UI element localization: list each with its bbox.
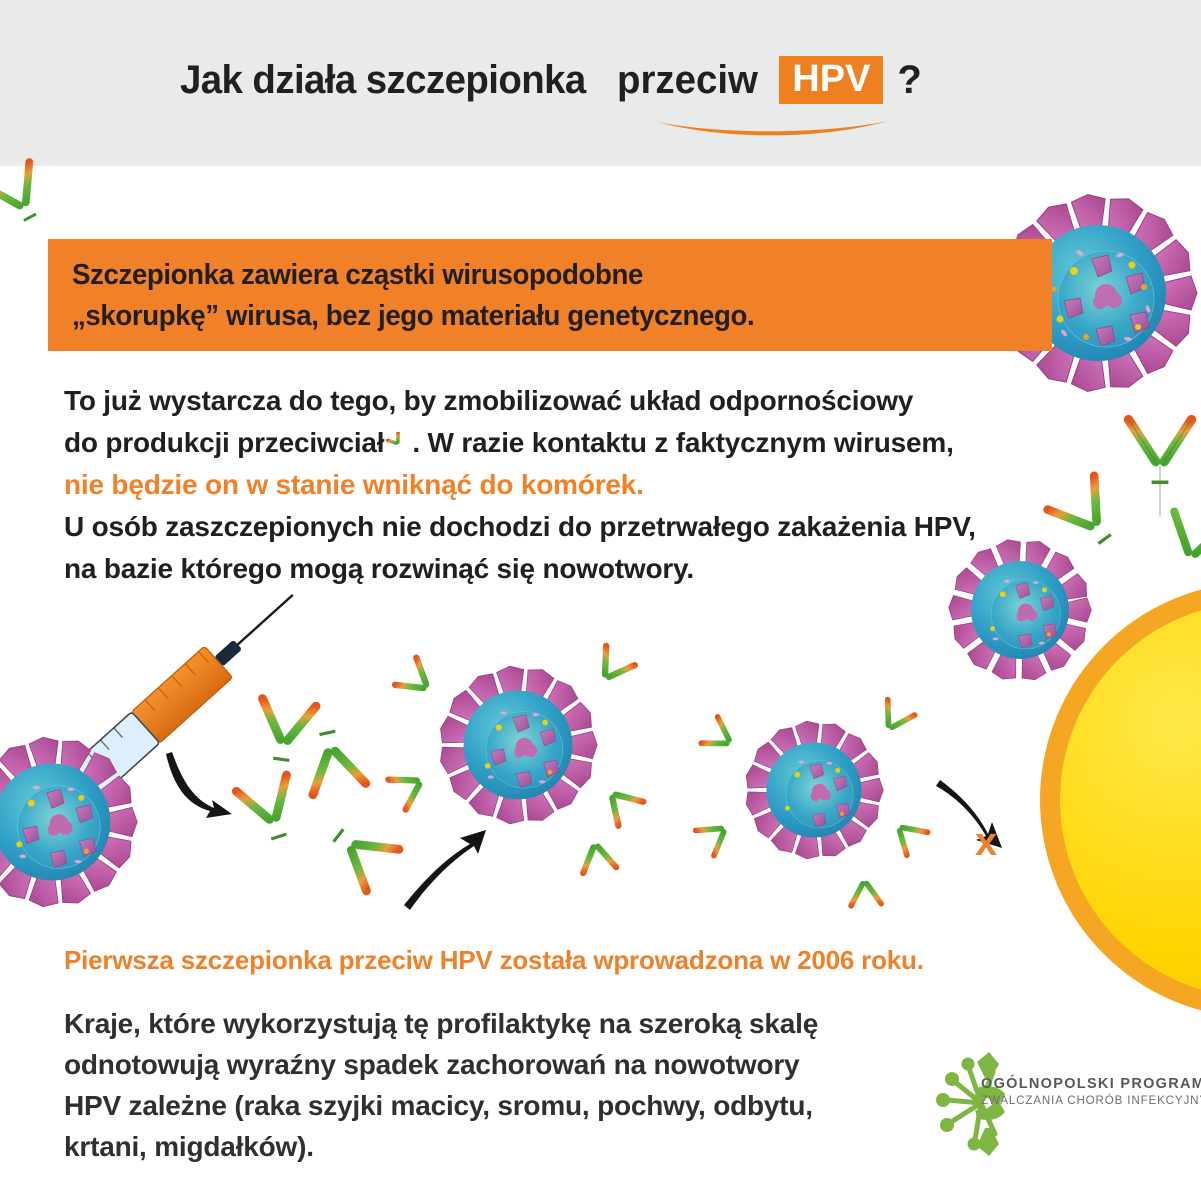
body-line-2-part-b: . W razie kontaktu z faktycznym wirusem, xyxy=(412,427,954,458)
body-line-1: To już wystarcza do tego, by zmobilizowa… xyxy=(64,385,914,416)
body-line-3-highlight: nie będzie on w stanie wniknąć do komóre… xyxy=(64,469,644,500)
bottom-highlight-text: Pierwsza szczepionka przeciw HPV została… xyxy=(64,945,924,975)
bound-antibodies xyxy=(385,642,647,877)
body-line-4: U osób zaszczepionych nie dochodzi do pr… xyxy=(64,511,976,542)
bound-antibodies-2 xyxy=(692,696,931,909)
virus-particle-bottom-left xyxy=(0,736,138,908)
arrow-antibodies-to-virus xyxy=(404,830,486,910)
bottom-line-2: odnotowują wyraźny spadek zachorowań na … xyxy=(64,1049,800,1080)
banner-line-1: Szczepionka zawiera cząstki wirusopodobn… xyxy=(72,259,643,291)
highlight-banner: Szczepionka zawiera cząstki wirusopodobn… xyxy=(48,239,1052,351)
bottom-line-1: Kraje, które wykorzystują tę profilaktyk… xyxy=(64,1008,819,1039)
title-question-mark: ? xyxy=(897,57,922,102)
body-line-2: do produkcji przeciwciał . W razie kontak… xyxy=(64,422,1024,464)
body-line-5: na bazie którego mogą rozwinąć się nowot… xyxy=(64,553,694,584)
bottom-line-3: HPV zależne (raka szyjki macicy, sromu, … xyxy=(64,1090,813,1121)
bottom-paragraph: Kraje, które wykorzystują tę profilaktyk… xyxy=(64,1003,964,1167)
antibody-decoration-right-2 xyxy=(1043,471,1128,569)
bottom-line-4: krtani, migdałków). xyxy=(64,1131,314,1162)
antibody-decoration-right xyxy=(1123,414,1197,521)
virus-coated-center xyxy=(385,642,647,877)
logo-virus-mark-icon xyxy=(936,1052,1005,1156)
page-title: Jak działa szczepionka przeciw HPV ? xyxy=(180,56,922,104)
blocked-x-mark: x xyxy=(975,820,998,864)
logo-text: OGÓLNOPOLSKI PROGRAM ZWALCZANIA CHORÓB I… xyxy=(981,1076,1201,1107)
logo-line-2: ZWALCZANIA CHORÓB INFEKCYJNYCH xyxy=(981,1094,1201,1107)
antibody-decoration-right-3 xyxy=(1170,507,1201,599)
swoosh-underline xyxy=(657,121,888,136)
virus-coated-right xyxy=(692,696,931,909)
hpv-badge: HPV xyxy=(779,56,884,104)
body-paragraph: To już wystarcza do tego, by zmobilizowa… xyxy=(64,380,1024,590)
host-cell xyxy=(1040,589,1201,1011)
title-main-text: Jak działa szczepionka xyxy=(180,57,586,102)
arrow-syringe-to-antibodies xyxy=(166,752,232,818)
title-przeciw-text: przeciw xyxy=(616,57,758,102)
banner-text: Szczepionka zawiera cząstki wirusopodobn… xyxy=(72,255,1023,337)
syringe xyxy=(24,594,294,841)
banner-line-2: „skorupkę” wirusa, bez jego materiału ge… xyxy=(72,300,755,332)
organization-logo: OGÓLNOPOLSKI PROGRAM ZWALCZANIA CHORÓB I… xyxy=(925,1048,1201,1158)
header-inner: Jak działa szczepionka przeciw HPV ? xyxy=(0,0,1201,166)
antibody-icon xyxy=(386,432,406,454)
body-line-2-part-a: do produkcji przeciwciał xyxy=(64,427,385,458)
logo-line-1: OGÓLNOPOLSKI PROGRAM xyxy=(981,1076,1201,1092)
header-band: Jak działa szczepionka przeciw HPV ? xyxy=(0,0,1201,166)
antibody-cluster-center xyxy=(231,694,404,896)
